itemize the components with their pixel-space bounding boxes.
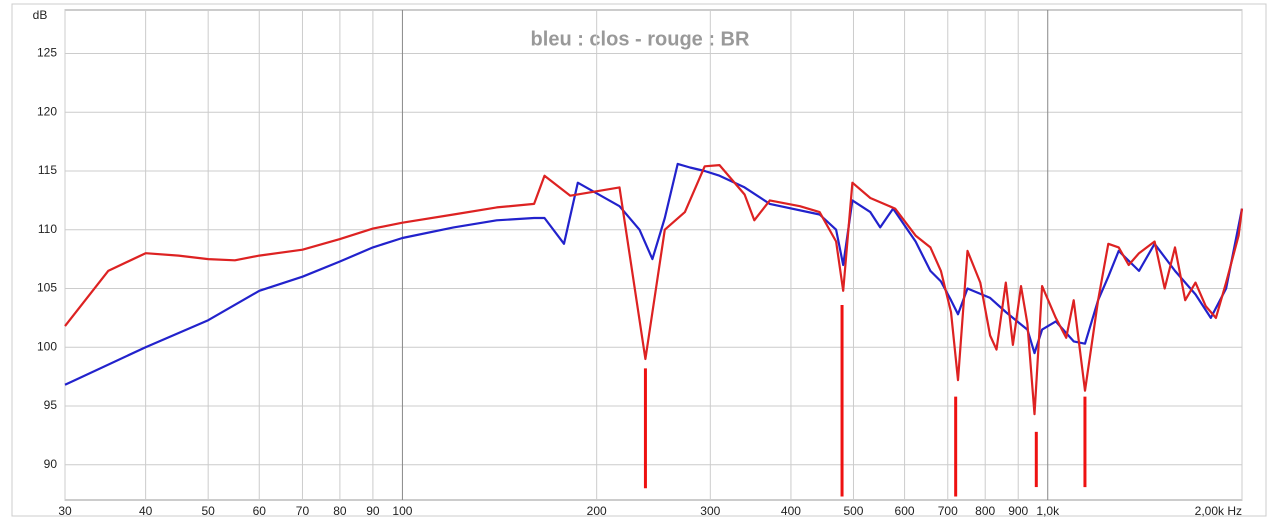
x-tick-label: 2,00k Hz [1195,504,1242,518]
y-tick-label: 90 [44,457,58,471]
y-tick-label: 100 [37,339,57,353]
y-tick-label: 105 [37,281,57,295]
x-tick-label: 300 [700,504,720,518]
x-tick-label: 100 [392,504,412,518]
x-tick-label: 60 [253,504,267,518]
x-tick-label: 600 [895,504,915,518]
x-tick-label: 80 [333,504,347,518]
frame [11,3,1267,517]
series-line [64,164,1244,416]
x-tick-label: 900 [1008,504,1028,518]
x-tick-label: 200 [587,504,607,518]
x-tick-label: 700 [938,504,958,518]
series-line [64,162,1244,386]
y-tick-label: 125 [37,46,57,60]
chart-title: bleu : clos - rouge : BR [531,28,750,50]
x-tick-label: 30 [58,504,72,518]
y-tick-label: 95 [44,398,58,412]
x-tick-label: 400 [781,504,801,518]
x-tick-label: 70 [296,504,310,518]
x-tick-label: 800 [975,504,995,518]
x-tick-label: 40 [139,504,153,518]
x-tick-label: 500 [843,504,863,518]
y-tick-label: 115 [38,163,57,177]
y-tick-label: 110 [38,222,57,236]
x-tick-label: 1,0k [1036,504,1060,518]
y-tick-label: 120 [37,104,57,118]
y-axis-label: dB [33,8,48,22]
x-tick-label: 90 [366,504,380,518]
x-tick-label: 50 [201,504,215,518]
